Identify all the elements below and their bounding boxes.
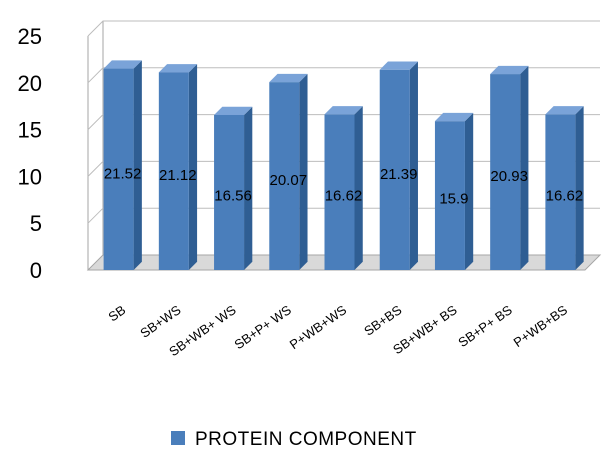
bar-side bbox=[520, 65, 529, 270]
y-tick-label: 20 bbox=[18, 71, 42, 96]
data-label: 16.62 bbox=[325, 187, 363, 204]
y-tick-label: 5 bbox=[30, 211, 42, 236]
bar-front bbox=[379, 69, 410, 270]
bar bbox=[158, 64, 198, 270]
bar bbox=[269, 73, 308, 270]
bar bbox=[490, 65, 529, 270]
bar-front bbox=[269, 82, 300, 270]
bar bbox=[103, 60, 142, 270]
y-tick-label: 15 bbox=[18, 118, 42, 143]
bar-top bbox=[269, 73, 308, 83]
bar-top bbox=[103, 60, 142, 69]
bar-front bbox=[490, 74, 521, 270]
bar-top bbox=[214, 106, 253, 115]
x-tick-label: P+WB+WS bbox=[287, 302, 350, 352]
x-tick-label: SB+BS bbox=[361, 302, 405, 339]
bar-side bbox=[188, 64, 198, 270]
bar-top bbox=[158, 64, 198, 73]
bar bbox=[434, 112, 474, 271]
bar-top bbox=[434, 112, 474, 122]
gridline bbox=[87, 67, 600, 84]
bar bbox=[545, 106, 584, 270]
x-tick-label: SB bbox=[106, 302, 129, 324]
bar bbox=[379, 61, 418, 271]
bar-top bbox=[490, 65, 529, 75]
bar-top bbox=[324, 106, 363, 115]
bar bbox=[324, 106, 363, 270]
bar-top bbox=[545, 106, 584, 115]
bar-front bbox=[214, 114, 245, 270]
bar-side bbox=[354, 106, 363, 270]
y-tick-label: 25 bbox=[18, 24, 42, 49]
x-tick-label: P+WB+BS bbox=[511, 302, 571, 350]
data-label: 21.12 bbox=[159, 167, 197, 184]
bar-front bbox=[103, 68, 134, 270]
bar-side bbox=[133, 60, 142, 270]
bar-side bbox=[299, 73, 308, 270]
bar-side bbox=[409, 61, 418, 271]
bar bbox=[214, 106, 253, 270]
bar-front bbox=[545, 114, 576, 270]
data-label: 20.93 bbox=[490, 168, 528, 185]
data-label: 21.39 bbox=[380, 166, 418, 183]
y-tick-label: 0 bbox=[30, 258, 42, 283]
gridline bbox=[87, 207, 600, 224]
bar-front bbox=[324, 114, 355, 270]
y-tick-label: 10 bbox=[18, 164, 42, 189]
bar-front bbox=[158, 72, 189, 270]
gridline bbox=[87, 160, 600, 177]
data-label: 21.52 bbox=[104, 165, 142, 182]
x-tick-label: SB+WS bbox=[137, 302, 183, 341]
gridline bbox=[87, 114, 600, 130]
data-labels: 21.52 21.12 16.56 20.07 16.62 21.39 15.9 20.93 1… bbox=[104, 165, 583, 207]
bars bbox=[103, 60, 584, 271]
y-axis: 0 5 10 15 20 25 bbox=[18, 24, 42, 283]
bar-side bbox=[244, 106, 253, 270]
legend-swatch bbox=[171, 431, 185, 445]
x-tick-label: SB+P+ BS bbox=[455, 302, 515, 350]
bar-front bbox=[434, 121, 465, 271]
gridline bbox=[87, 20, 600, 37]
data-label: 16.56 bbox=[214, 188, 252, 205]
x-tick-label: SB+P+ WS bbox=[232, 302, 295, 352]
bar-top bbox=[379, 61, 418, 70]
legend-label: PROTEIN COMPONENT bbox=[195, 429, 417, 450]
data-label: 20.07 bbox=[270, 172, 308, 189]
data-label: 15.9 bbox=[439, 191, 468, 208]
bar-side bbox=[575, 106, 584, 270]
data-label: 16.62 bbox=[546, 187, 584, 204]
legend: PROTEIN COMPONENT bbox=[171, 429, 417, 450]
bar-side bbox=[464, 112, 474, 271]
